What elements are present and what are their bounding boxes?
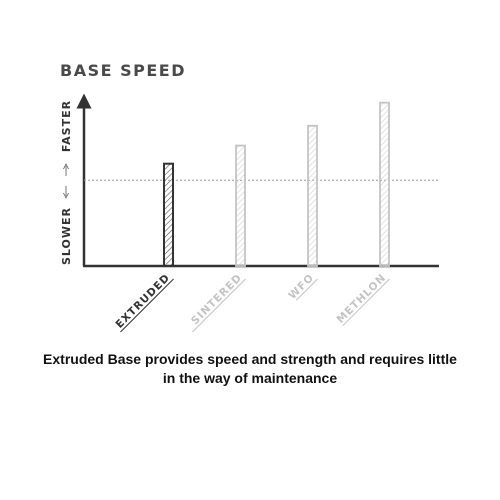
bar-extruded [163,162,174,267]
label-underline-wfo [295,278,318,301]
y-direction-arrows [63,163,69,199]
y-label-faster: FASTER [60,100,73,152]
label-underline-sintered [192,278,246,333]
x-tick-label-methlon: METHLON [334,272,388,326]
label-underline-extruded [120,278,174,333]
bar-sintered [235,144,246,267]
y-label-slower: SLOWER [60,207,73,265]
chart-caption: Extruded Base provides speed and strengt… [43,351,457,386]
x-tick-label-extruded: EXTRUDED [113,272,172,331]
x-tick-label-sintered: SINTERED [189,272,245,328]
label-underline-methlon [342,278,390,327]
bar-methlon [379,101,390,267]
chart-title: BASE SPEED [60,61,186,80]
x-tick-label-wfo: WFO [286,272,316,302]
bar-wfo [307,124,318,267]
bar-group: EXTRUDED SINTERED WFO METHLON [113,101,390,333]
